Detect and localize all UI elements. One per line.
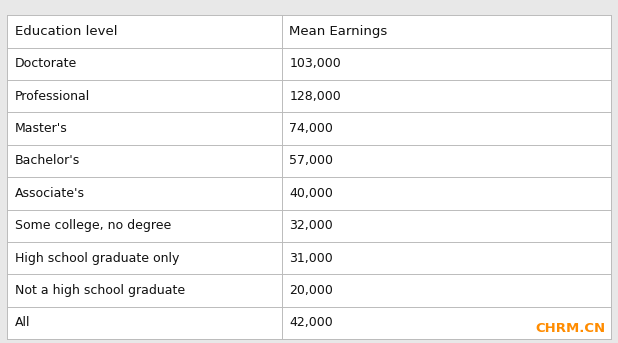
Text: 40,000: 40,000 <box>289 187 333 200</box>
Text: CHRM.CN: CHRM.CN <box>536 322 606 335</box>
Text: Doctorate: Doctorate <box>15 57 77 70</box>
Text: 31,000: 31,000 <box>289 251 333 264</box>
Text: Associate's: Associate's <box>15 187 85 200</box>
Bar <box>7 307 611 339</box>
Text: Bachelor's: Bachelor's <box>15 154 80 167</box>
Text: Education level: Education level <box>15 25 117 38</box>
Text: 57,000: 57,000 <box>289 154 333 167</box>
Text: 128,000: 128,000 <box>289 90 341 103</box>
Text: 42,000: 42,000 <box>289 316 333 329</box>
Text: Professional: Professional <box>15 90 90 103</box>
Bar <box>7 177 611 210</box>
Text: 103,000: 103,000 <box>289 57 341 70</box>
Bar <box>7 15 611 48</box>
Text: All: All <box>15 316 30 329</box>
Text: Mean Earnings: Mean Earnings <box>289 25 387 38</box>
Bar <box>7 113 611 145</box>
Bar <box>7 80 611 113</box>
Text: 20,000: 20,000 <box>289 284 333 297</box>
Text: Some college, no degree: Some college, no degree <box>15 219 171 232</box>
Text: High school graduate only: High school graduate only <box>15 251 179 264</box>
Bar <box>7 145 611 177</box>
Text: 74,000: 74,000 <box>289 122 333 135</box>
Text: Master's: Master's <box>15 122 67 135</box>
Bar <box>7 242 611 274</box>
Text: Not a high school graduate: Not a high school graduate <box>15 284 185 297</box>
Bar <box>7 48 611 80</box>
Bar <box>7 274 611 307</box>
Text: 32,000: 32,000 <box>289 219 333 232</box>
Bar <box>7 210 611 242</box>
